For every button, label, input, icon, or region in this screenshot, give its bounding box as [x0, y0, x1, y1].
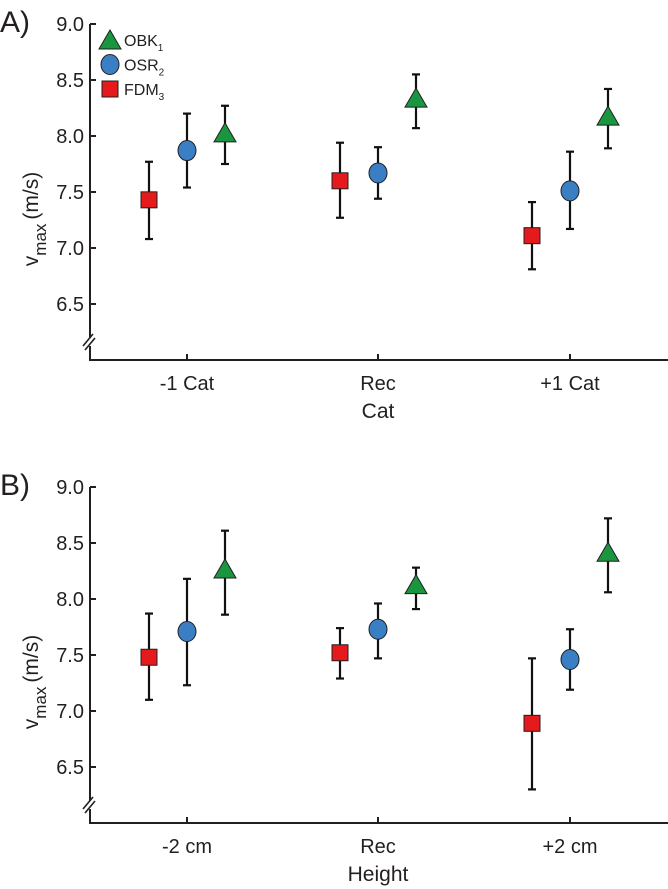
- legend-label-text: FDM: [124, 82, 159, 99]
- series-osr: [177, 577, 580, 691]
- x-tick-label: +1 Cat: [540, 373, 600, 395]
- y-title-main: v: [20, 718, 43, 729]
- panel-a: A) 6.5 7.0 7.5 8.0 8.5 9.0 -1 Cat Rec +1 Cat Cat vm…: [0, 6, 668, 423]
- y-title-unit: (m/s): [20, 172, 43, 220]
- series-obk: [213, 73, 620, 166]
- data-point-osr: [560, 180, 580, 202]
- x-tick-label: -1 Cat: [160, 373, 215, 395]
- y-title-sub: max: [31, 686, 50, 719]
- series-obk: [213, 517, 620, 616]
- y-title-sub: max: [31, 223, 50, 256]
- y-axis-title: vmax (m/s): [20, 172, 50, 266]
- data-point-obk: [596, 541, 620, 562]
- legend-label-sub: 1: [158, 43, 164, 54]
- y-tick-label: 7.5: [56, 182, 84, 204]
- legend-marker-obk: [98, 29, 122, 50]
- legend-label-obk: OBK1: [124, 33, 164, 54]
- y-tick-label: 6.5: [56, 294, 84, 316]
- data-point-fdm: [523, 227, 541, 245]
- series-fdm: [140, 141, 541, 271]
- y-tick-label: 9.0: [56, 477, 84, 499]
- panel-label: B): [0, 469, 30, 502]
- data-point-obk: [213, 121, 237, 143]
- data-point-osr: [368, 162, 388, 184]
- legend-label-text: OSR: [124, 58, 159, 75]
- data-point-fdm: [140, 648, 158, 666]
- y-tick-label: 7.0: [56, 701, 84, 723]
- data-point-osr: [177, 620, 197, 642]
- x-axis-title: Cat: [362, 400, 395, 423]
- legend-label-text: OBK: [124, 33, 158, 50]
- y-tick-label: 8.5: [56, 533, 84, 555]
- y-tick-label: 9.0: [56, 14, 84, 36]
- x-axis-title: Height: [348, 863, 409, 886]
- series-osr: [177, 112, 580, 231]
- axis-break-mark: [82, 333, 96, 351]
- y-tick-label: 8.5: [56, 70, 84, 92]
- legend-marker-fdm: [101, 80, 119, 98]
- legend-label-fdm: FDM3: [124, 82, 165, 103]
- data-point-fdm: [523, 714, 541, 732]
- y-tick-label: 6.5: [56, 757, 84, 779]
- data-point-osr: [368, 618, 388, 640]
- y-tick-label: 7.5: [56, 645, 84, 667]
- y-tick-label: 8.0: [56, 126, 84, 148]
- y-tick-label: 8.0: [56, 589, 84, 611]
- panel-label: A): [0, 6, 30, 39]
- data-point-fdm: [331, 172, 349, 190]
- x-tick-label: Rec: [360, 836, 396, 858]
- data-point-fdm: [140, 191, 158, 209]
- y-tick-label: 7.0: [56, 238, 84, 260]
- y-title-unit: (m/s): [20, 635, 43, 683]
- axis-break-mark: [82, 796, 96, 814]
- legend-label-sub: 3: [159, 92, 165, 103]
- panel-b: B) 6.5 7.0 7.5 8.0 8.5 9.0 -2 cm Rec +2 cm Height v…: [0, 469, 668, 886]
- data-point-osr: [177, 140, 197, 162]
- x-tick-label: +2 cm: [542, 836, 597, 858]
- legend-label-sub: 2: [159, 68, 165, 79]
- data-point-obk: [404, 573, 428, 595]
- x-tick-label: Rec: [360, 373, 396, 395]
- data-point-osr: [560, 648, 580, 670]
- y-axis-title: vmax (m/s): [20, 635, 50, 729]
- legend-label-osr: OSR2: [124, 58, 165, 79]
- data-point-fdm: [331, 644, 349, 662]
- y-title-main: v: [20, 255, 43, 266]
- legend-marker-osr: [100, 54, 120, 75]
- data-point-obk: [404, 87, 428, 108]
- series-fdm: [140, 612, 541, 791]
- data-point-obk: [596, 105, 620, 126]
- x-tick-label: -2 cm: [162, 836, 212, 858]
- data-point-obk: [213, 558, 237, 579]
